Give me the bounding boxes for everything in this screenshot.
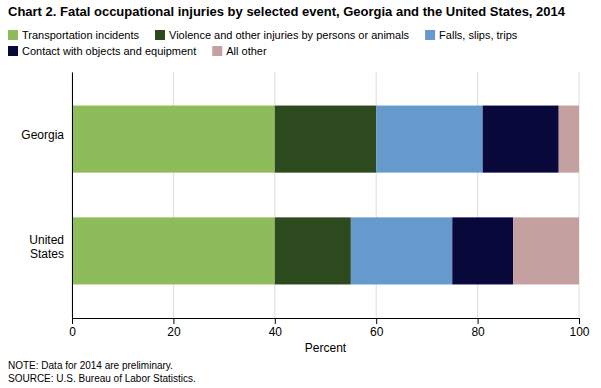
series [513, 106, 579, 285]
chart: Chart 2. Fatal occupational injuries by … [0, 0, 601, 388]
tick-label: UnitedStates [29, 233, 64, 260]
bar [513, 217, 579, 284]
tick: UnitedStates [29, 233, 72, 260]
tick-label-line: United [29, 233, 64, 247]
tick: 80 [471, 318, 485, 339]
legend-label: Falls, slips, trips [439, 29, 518, 41]
series [72, 106, 275, 285]
tick: 20 [167, 318, 181, 339]
legend-item: All other [212, 45, 267, 57]
annotation: NOTE: Data for 2014 are preliminary. [8, 360, 173, 371]
tick-label-line: Georgia [21, 128, 64, 142]
legend: Transportation incidents Violence and oth… [8, 29, 518, 57]
x-axis: 0 20 40 60 80 100 [69, 318, 590, 339]
annotation: SOURCE: U.S. Bureau of Labor Statistics. [8, 373, 196, 384]
legend-item: Contact with objects and equipment [8, 45, 196, 57]
legend-label: All other [226, 45, 267, 57]
legend-item: Transportation incidents [8, 29, 139, 41]
grid-line [72, 72, 73, 318]
tick-label: 20 [167, 325, 181, 339]
tick: 100 [569, 318, 589, 339]
legend-swatch [8, 30, 18, 40]
legend-swatch [212, 46, 222, 56]
tick-mark [376, 318, 377, 324]
tick: 60 [370, 318, 384, 339]
tick-label: Georgia [21, 128, 64, 142]
tick-mark [275, 318, 276, 324]
legend-swatch [155, 30, 165, 40]
tick-label: 0 [69, 325, 76, 339]
legend-label: Contact with objects and equipment [22, 45, 196, 57]
bar [275, 106, 376, 173]
y-axis: Georgia UnitedStates [21, 73, 72, 319]
legend-swatch [425, 30, 435, 40]
tick: 40 [269, 318, 283, 339]
bar [376, 106, 482, 173]
bar [351, 217, 452, 284]
tick-label-line: States [30, 247, 64, 261]
tick-label: 80 [471, 325, 485, 339]
tick-label: 40 [269, 325, 283, 339]
legend-swatch [8, 46, 18, 56]
legend-label: Violence and other injuries by persons o… [169, 29, 410, 41]
bar [72, 217, 275, 284]
bar [483, 106, 559, 173]
bar [559, 106, 579, 173]
legend-label: Transportation incidents [22, 29, 139, 41]
tick-mark [478, 318, 479, 324]
axis-line [72, 73, 73, 319]
tick-mark [173, 318, 174, 324]
tick-label: 100 [569, 325, 589, 339]
bar [275, 217, 351, 284]
legend-item: Violence and other injuries by persons o… [155, 29, 410, 41]
x-label: Percent [305, 341, 347, 355]
title: Chart 2. Fatal occupational injuries by … [8, 4, 566, 19]
tick: Georgia [21, 128, 72, 142]
bar [452, 217, 513, 284]
bar [72, 106, 275, 173]
title-line: Chart 2. Fatal occupational injuries by … [8, 4, 566, 19]
legend-item: Falls, slips, trips [425, 29, 518, 41]
axis-line [73, 319, 580, 325]
grid [72, 72, 579, 318]
tick-mark [72, 318, 73, 324]
tick: 0 [69, 318, 76, 339]
bars [72, 106, 579, 285]
tick-label: 60 [370, 325, 384, 339]
tick-mark [579, 318, 580, 324]
